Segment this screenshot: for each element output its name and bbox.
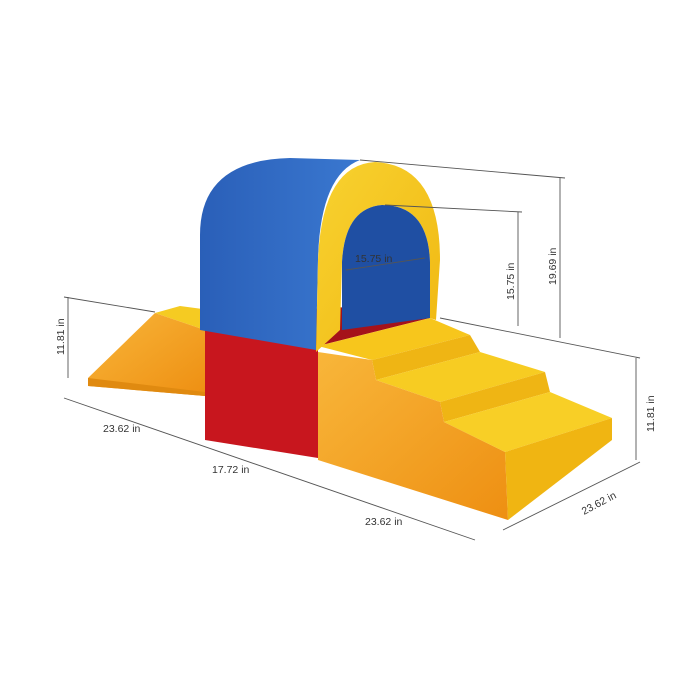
ramp-length-label: 23.62 in [103, 423, 141, 435]
dimension-lines [63, 159, 641, 541]
arch-tunnel [200, 158, 440, 352]
steps-height-label: 11.81 in [645, 395, 657, 432]
ramp-height-label: 11.81 in [55, 318, 67, 355]
ramp-block [88, 306, 210, 396]
steps-block [318, 318, 612, 520]
steps-length-label: 23.62 in [365, 516, 403, 528]
depth-label: 23.62 in [580, 489, 619, 517]
arch-inner-width-label: 15.75 in [355, 253, 393, 265]
arch-total-height-label: 19.69 in [547, 247, 559, 285]
cube-length-label: 17.72 in [212, 464, 250, 476]
arch-inner-height-label: 15.75 in [505, 262, 517, 300]
